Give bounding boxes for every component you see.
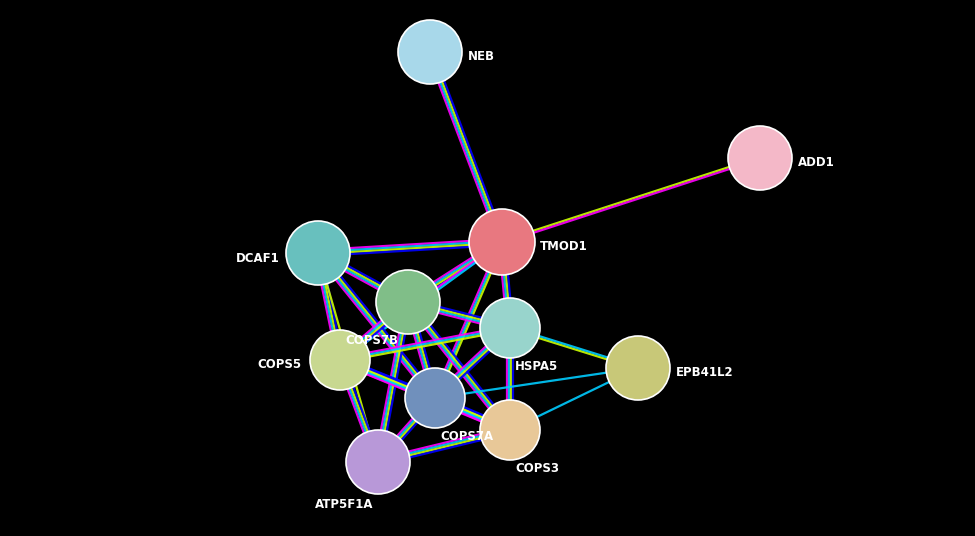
Text: DCAF1: DCAF1 <box>236 251 280 264</box>
Text: EPB41L2: EPB41L2 <box>676 367 733 379</box>
Circle shape <box>480 298 540 358</box>
Text: COPS5: COPS5 <box>257 359 302 371</box>
Circle shape <box>286 221 350 285</box>
Circle shape <box>405 368 465 428</box>
Text: NEB: NEB <box>468 50 495 63</box>
Circle shape <box>480 400 540 460</box>
Circle shape <box>346 430 410 494</box>
Circle shape <box>606 336 670 400</box>
Text: COPS7B: COPS7B <box>345 333 398 346</box>
Circle shape <box>469 209 535 275</box>
Circle shape <box>728 126 792 190</box>
Circle shape <box>398 20 462 84</box>
Circle shape <box>376 270 440 334</box>
Circle shape <box>310 330 370 390</box>
Text: COPS3: COPS3 <box>515 461 559 474</box>
Text: ADD1: ADD1 <box>798 157 835 169</box>
Text: HSPA5: HSPA5 <box>515 360 559 373</box>
Text: TMOD1: TMOD1 <box>540 241 588 254</box>
Text: COPS7A: COPS7A <box>440 429 493 443</box>
Text: ATP5F1A: ATP5F1A <box>315 497 373 510</box>
